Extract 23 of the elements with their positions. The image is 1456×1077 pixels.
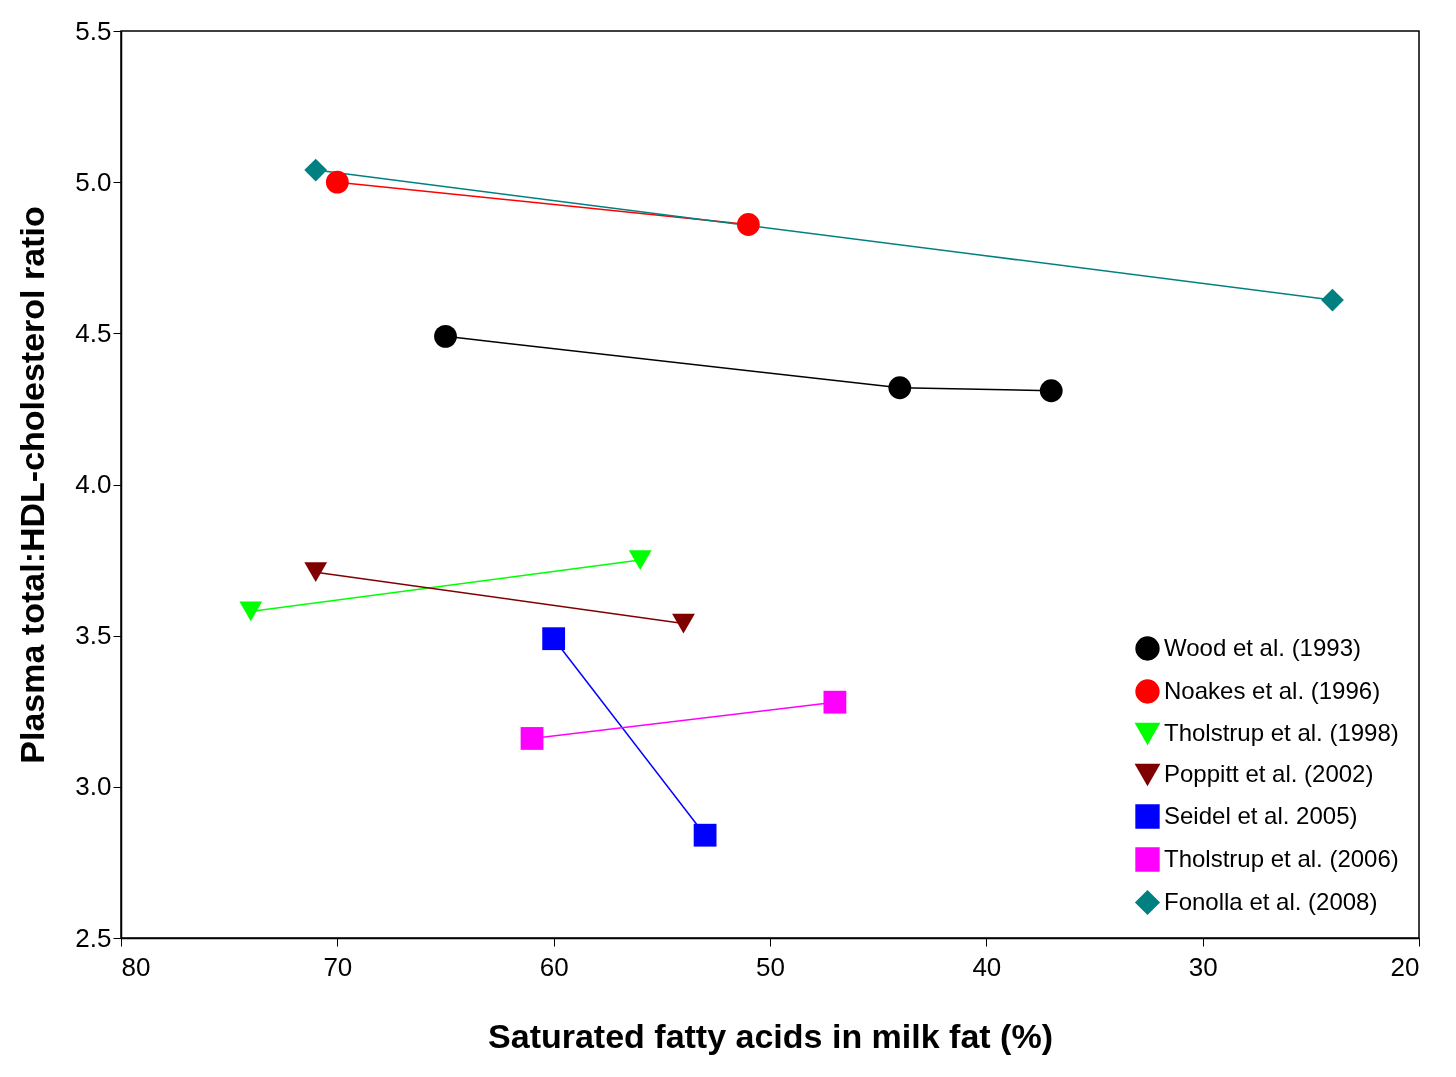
x-tick-label: 70	[323, 951, 353, 982]
y-tick-label: 5.0	[75, 166, 112, 197]
legend-label: Wood et al. (1993)	[1164, 633, 1362, 661]
y-tick-label: 4.0	[75, 469, 112, 499]
x-tick-label: 30	[1188, 951, 1218, 982]
y-tick-label: 3.5	[75, 620, 112, 651]
x-tick-label: 20	[1390, 951, 1420, 982]
y-axis-title: Plasma total:HDL-cholesterol ratio	[13, 206, 52, 764]
x-tick-label: 40	[972, 951, 1002, 982]
legend-label: Noakes et al. (1996)	[1164, 676, 1381, 704]
y-tick-label: 5.5	[75, 15, 112, 46]
legend-label: Tholstrup et al. (2006)	[1164, 844, 1399, 872]
y-tick-label: 3.0	[75, 771, 112, 802]
x-tick-label: 60	[539, 951, 569, 982]
x-tick-label: 50	[756, 951, 785, 982]
legend-label: Tholstrup et al. (1998)	[1164, 718, 1399, 746]
legend-label: Poppitt et al. (2002)	[1164, 759, 1374, 787]
x-axis-title: Saturated fatty acids in milk fat (%)	[488, 1016, 1053, 1055]
y-tick-label: 4.5	[75, 317, 112, 348]
legend-label: Fonolla et al. (2008)	[1164, 887, 1378, 915]
legend-label: Seidel et al. 2005)	[1164, 801, 1358, 829]
x-tick-label: 80	[121, 951, 151, 982]
y-tick-label: 2.5	[75, 922, 112, 953]
